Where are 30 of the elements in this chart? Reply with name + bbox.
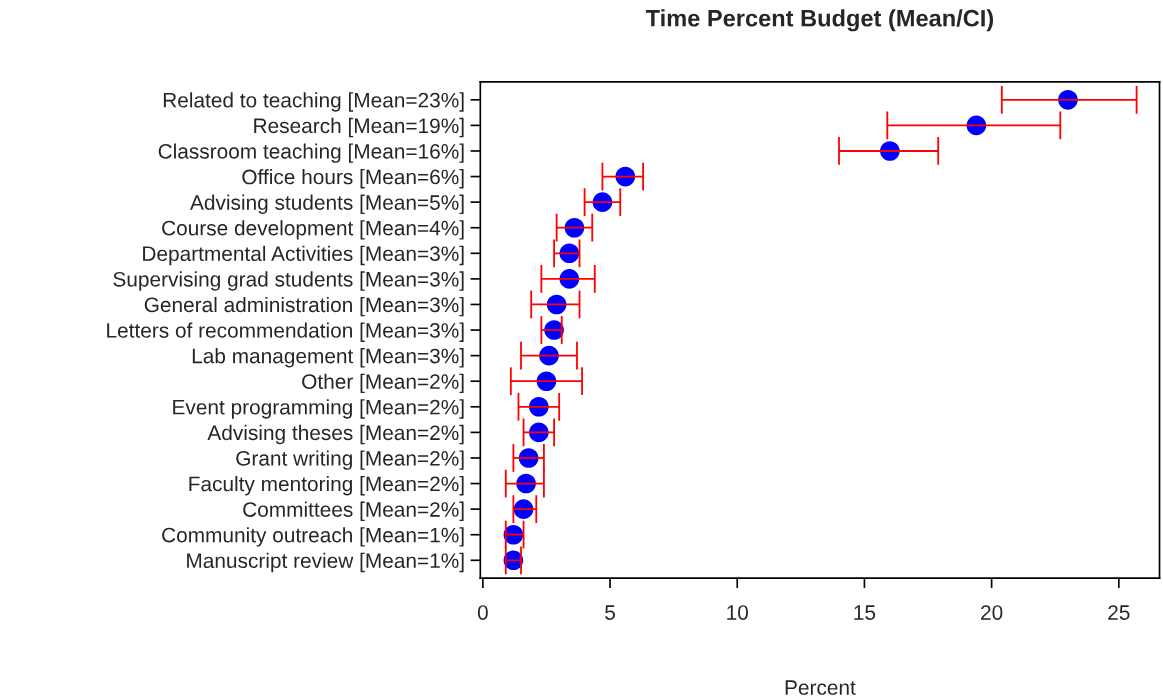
y-tick-label: Office hours [Mean=6%]	[242, 169, 464, 189]
point	[546, 294, 567, 315]
y-tick-label: Community outreach [Mean=1%]	[162, 527, 464, 547]
x-tick-label: 10	[727, 605, 749, 620]
x-tick-label: 15	[854, 605, 876, 620]
y-tick-label: General administration [Mean=3%]	[144, 296, 464, 317]
x-tick-label: 25	[1108, 605, 1130, 620]
y-tick-label: Advising students [Mean=5%]	[190, 194, 464, 215]
y-tick-label: Lab management [Mean=3%]	[192, 348, 464, 368]
x-tick-label: 0	[477, 605, 488, 620]
chart-title: Time Percent Budget (Mean/CI)	[645, 9, 994, 32]
x-tick-label: 5	[605, 605, 615, 620]
y-tick-label: Letters of recommendation [Mean=3%]	[107, 322, 464, 342]
y-tick-label: Related to teaching [Mean=23%]	[163, 92, 464, 112]
y-tick-label: Grant writing [Mean=2%]	[236, 450, 464, 470]
y-tick-label: Faculty mentoring [Mean=2%]	[189, 476, 464, 496]
y-tick-label: Event programming [Mean=2%]	[173, 399, 464, 419]
y-tick-label: Departmental Activities [Mean=3%]	[143, 245, 464, 266]
y-tick-label: Supervising grad students [Mean=3%]	[113, 271, 464, 291]
y-tick-label: Course development [Mean=4%]	[162, 220, 464, 240]
x-tick-label: 20	[981, 605, 1003, 620]
y-tick-label: Classroom teaching [Mean=16%]	[158, 143, 464, 163]
point	[615, 166, 636, 187]
x-axis-title: Percent	[785, 680, 856, 695]
y-tick-label: Advising theses [Mean=2%]	[207, 424, 464, 445]
y-tick-label: Research [Mean=19%]	[254, 117, 464, 138]
y-tick-label: Other [Mean=2%]	[302, 373, 464, 394]
y-tick-label: Committees [Mean=2%]	[243, 501, 464, 521]
y-tick-label: Manuscript review [Mean=1%]	[187, 552, 464, 573]
point	[516, 473, 536, 494]
